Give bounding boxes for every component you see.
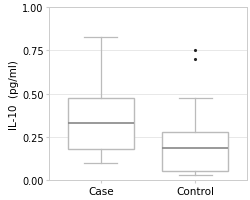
Y-axis label: IL-10  (pg/ml): IL-10 (pg/ml): [9, 59, 19, 129]
PathPatch shape: [68, 99, 133, 149]
PathPatch shape: [162, 132, 227, 171]
